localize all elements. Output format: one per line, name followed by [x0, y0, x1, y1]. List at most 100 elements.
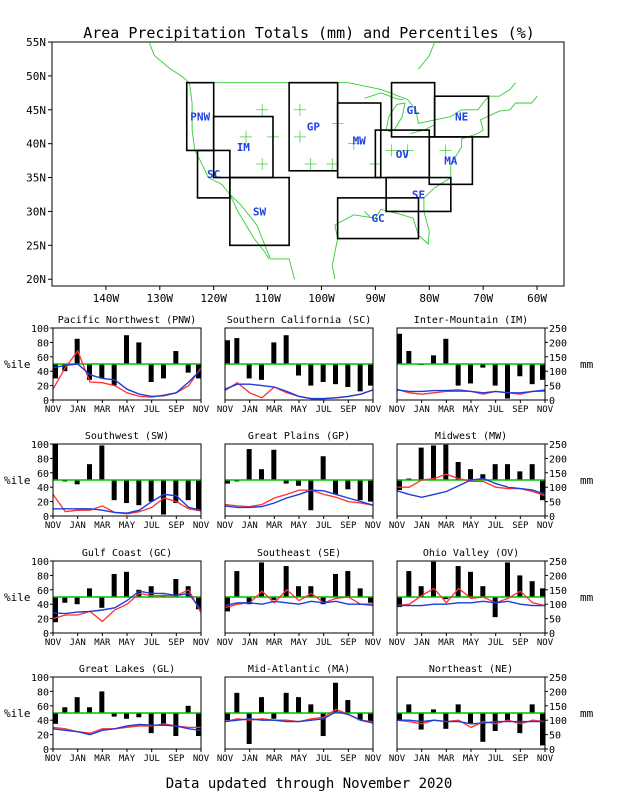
pct-axis-label: %ile [4, 358, 31, 371]
observed-line [224, 489, 374, 508]
percentile-bar [99, 445, 105, 480]
percentile-bar [320, 456, 326, 480]
month-label: JUL [144, 521, 160, 531]
pct-tick-label: 40 [37, 716, 49, 727]
panel-title: Pacific Northwest (PNW) [58, 315, 196, 326]
month-label: JUL [144, 405, 160, 415]
mm-tick-label: 200 [549, 338, 567, 349]
pct-tick-label: 100 [31, 324, 49, 335]
percentile-bar [234, 571, 240, 597]
month-label: NOV [193, 405, 210, 415]
mm-tick-label: 0 [549, 512, 555, 523]
percentile-bar [443, 338, 449, 364]
pct-axis-label: %ile [4, 474, 31, 487]
percentile-bar [124, 335, 129, 364]
month-label: SEP [340, 638, 357, 648]
panel-title: Southeast (SE) [257, 548, 341, 559]
region-label-gc: GC [371, 212, 384, 225]
percentile-bar [53, 364, 58, 379]
month-label: NOV [217, 521, 234, 531]
percentile-bar [529, 704, 535, 713]
percentile-bar [225, 480, 230, 484]
lon-label: 90W [365, 292, 385, 305]
month-label: NOV [217, 638, 234, 648]
percentile-bar [443, 597, 449, 600]
mean-line [224, 710, 374, 724]
percentile-bar [333, 480, 338, 495]
month-label: JUL [316, 405, 332, 415]
pct-tick-label: 60 [37, 353, 49, 364]
pct-tick-label: 20 [37, 615, 49, 626]
percentile-bar [111, 573, 117, 597]
percentile-bar [53, 444, 58, 480]
month-label: NOV [365, 638, 382, 648]
month-label: NOV [537, 521, 554, 531]
percentile-bar [111, 480, 117, 501]
percentile-bar [397, 597, 402, 608]
month-label: MAR [438, 754, 455, 764]
pct-axis-label: %ile [4, 707, 31, 720]
mm-tick-label: 250 [549, 324, 567, 335]
percentile-bar [111, 713, 117, 717]
mm-tick-label: 50 [549, 615, 561, 626]
region-label-sw: SW [253, 205, 267, 218]
mm-tick-label: 150 [549, 586, 567, 597]
percentile-bar [357, 713, 363, 721]
percentile-bar [87, 707, 92, 713]
mean-line [396, 389, 546, 394]
coastline-segment [229, 194, 270, 260]
month-label: JAN [70, 405, 86, 415]
pct-tick-label: 40 [37, 483, 49, 494]
percentile-bar [480, 364, 486, 368]
month-label: SEP [512, 521, 529, 531]
month-label: NOV [365, 521, 382, 531]
panel-8: Ohio Valley (OV)NOV JAN MAR MAY JUL SEP NOV050… [389, 548, 594, 648]
mm-tick-label: 200 [549, 571, 567, 582]
percentile-bar [99, 364, 105, 379]
pct-tick-label: 60 [37, 586, 49, 597]
month-label: JAN [414, 521, 430, 531]
percentile-bar [505, 562, 510, 597]
mean-line [396, 477, 546, 499]
mm-tick-label: 0 [549, 745, 555, 756]
lat-label: 30N [26, 205, 46, 218]
month-label: NOV [389, 754, 406, 764]
month-label: JAN [414, 405, 430, 415]
month-label: JAN [414, 754, 430, 764]
mm-tick-label: 50 [549, 382, 561, 393]
pct-tick-label: 20 [37, 382, 49, 393]
percentile-bar [296, 586, 301, 597]
panel-5: Midwest (MW)NOV JAN MAR MAY JUL SEP NOV0501001… [389, 431, 594, 531]
percentile-bar [480, 474, 486, 480]
mm-tick-label: 100 [549, 716, 567, 727]
mm-tick-label: 250 [549, 440, 567, 451]
mean-line [224, 383, 374, 400]
panel-title: Gulf Coast (GC) [82, 548, 172, 559]
percentile-bar [320, 713, 326, 737]
percentile-bar [173, 351, 179, 364]
month-label: MAR [266, 638, 283, 648]
mm-tick-label: 50 [549, 498, 561, 509]
coastline-segment [148, 41, 190, 84]
percentile-bar [62, 707, 68, 713]
percentile-bar [196, 713, 201, 737]
lon-label: 80W [419, 292, 439, 305]
panel-10: Mid-Atlantic (MA) NOV JAN MAR MAY JUL SEP NOV [217, 664, 382, 764]
mm-axis-label: mm [580, 358, 594, 371]
mm-tick-label: 250 [549, 673, 567, 684]
percentile-bar [368, 480, 373, 502]
month-label: MAY [463, 638, 480, 648]
percentile-bar [136, 480, 142, 506]
lon-label: 110W [254, 292, 281, 305]
month-label: NOV [389, 405, 406, 415]
panel-title: Ohio Valley (OV) [423, 548, 519, 559]
month-label: MAY [463, 405, 480, 415]
percentile-bar [283, 566, 289, 597]
mm-tick-label: 100 [549, 367, 567, 378]
panel-6: Gulf Coast (GC)NOV JAN MAR MAY JUL SEP NOV0204… [4, 548, 210, 648]
percentile-bar [345, 364, 351, 388]
panel-title: Great Lakes (GL) [79, 664, 175, 675]
percentile-bar [529, 364, 535, 385]
